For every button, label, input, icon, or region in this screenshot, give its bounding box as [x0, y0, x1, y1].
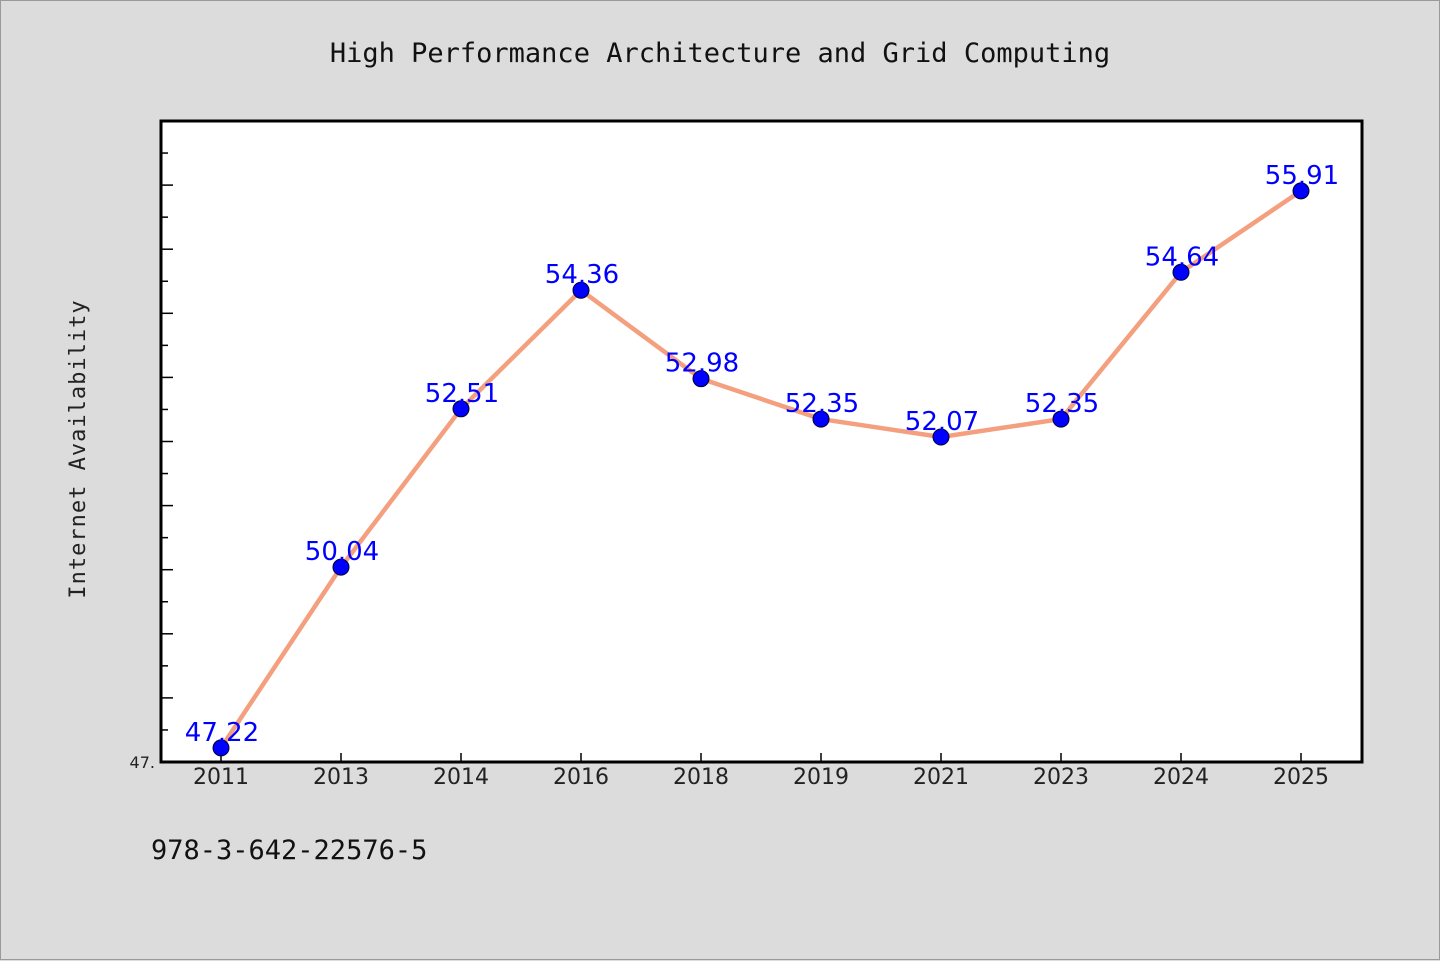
series-line: [218, 188, 1304, 751]
x-axis-ticks: [220, 753, 1302, 762]
data-point-2023: [1052, 410, 1070, 428]
x-tick-label-2021: 2021: [913, 765, 969, 790]
data-label-2025: 55.91: [1265, 161, 1339, 191]
data-point-2011: [212, 739, 230, 757]
data-point-2013: [332, 558, 350, 576]
data-point-2018: [692, 370, 710, 388]
isbn-footer: 978-3-642-22576-5: [151, 835, 428, 866]
x-tick-label-2025: 2025: [1273, 765, 1329, 790]
x-tick-label-2023: 2023: [1033, 765, 1089, 790]
y-tick-label-min: 47.: [130, 753, 155, 772]
data-label-2021: 52.07: [905, 407, 979, 437]
data-label-2013: 50.04: [305, 537, 379, 567]
data-point-2021: [932, 428, 950, 446]
x-tick-labels: 2011 2013 2014 2016 2018 2019 2021 2023 2024 2025: [193, 765, 1329, 790]
x-tick-label-2019: 2019: [793, 765, 849, 790]
data-label-2014: 52.51: [425, 379, 499, 409]
data-label-2024: 54.64: [1145, 242, 1219, 272]
x-tick-label-2014: 2014: [433, 765, 489, 790]
x-tick-label-2024: 2024: [1153, 765, 1209, 790]
x-tick-label-2016: 2016: [553, 765, 609, 790]
y-axis-label: Internet Availability: [66, 299, 91, 598]
data-point-2019: [812, 410, 830, 428]
chart-title: High Performance Architecture and Grid C…: [330, 38, 1110, 69]
x-tick-label-2011: 2011: [193, 765, 249, 790]
data-label-2018: 52.98: [665, 349, 739, 379]
data-label-2023: 52.35: [1025, 389, 1099, 419]
data-label-2011: 47.22: [185, 718, 259, 748]
data-labels: 47.22 50.04 52.51 54.36 52.98 52.35 52.07 52.35…: [185, 161, 1339, 748]
x-tick-label-2018: 2018: [673, 765, 729, 790]
data-label-2016: 54.36: [545, 260, 619, 290]
data-point-2025: [1292, 182, 1310, 200]
data-point-2024: [1172, 263, 1190, 281]
plot-area: [159, 119, 1364, 764]
x-tick-label-2013: 2013: [313, 765, 369, 790]
y-axis-ticks: [161, 152, 173, 731]
data-markers: [212, 182, 1310, 757]
series-line-group: [218, 188, 1304, 751]
data-point-2016: [572, 281, 590, 299]
data-label-2019: 52.35: [785, 389, 859, 419]
data-point-2014: [452, 400, 470, 418]
